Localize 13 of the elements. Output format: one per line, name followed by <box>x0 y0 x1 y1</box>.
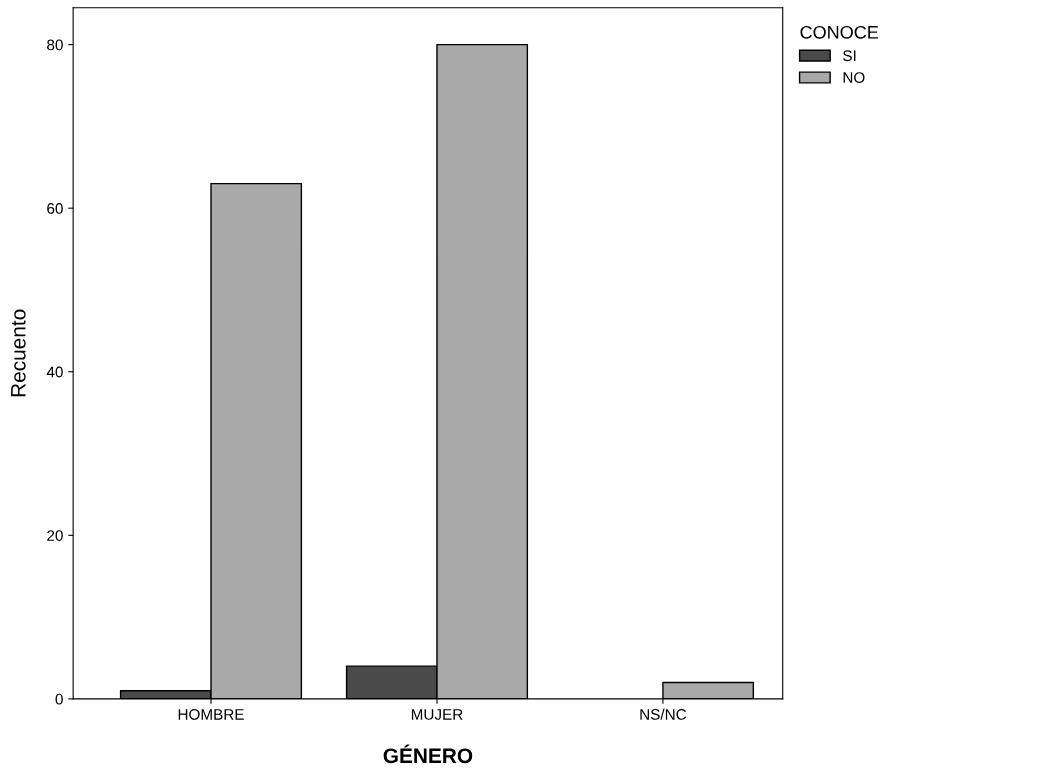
x-tick-label: MUJER <box>411 709 463 720</box>
x-tick-label: NS/NC <box>640 708 687 720</box>
legend-title: CONOCE <box>800 25 879 39</box>
y-tick-label: 40 <box>46 366 63 378</box>
y-tick-label: 60 <box>47 203 63 214</box>
legend-label: SI <box>843 50 856 62</box>
legend-label: NO <box>843 72 865 84</box>
y-tick-label: 80 <box>47 39 63 51</box>
x-axis-title: GÉNERO <box>383 744 473 764</box>
y-tick-label: 20 <box>47 530 63 541</box>
x-tick-label: HOMBRE <box>178 709 244 720</box>
y-tick-label: 0 <box>55 693 63 705</box>
y-axis-title: Recuento <box>11 309 26 397</box>
